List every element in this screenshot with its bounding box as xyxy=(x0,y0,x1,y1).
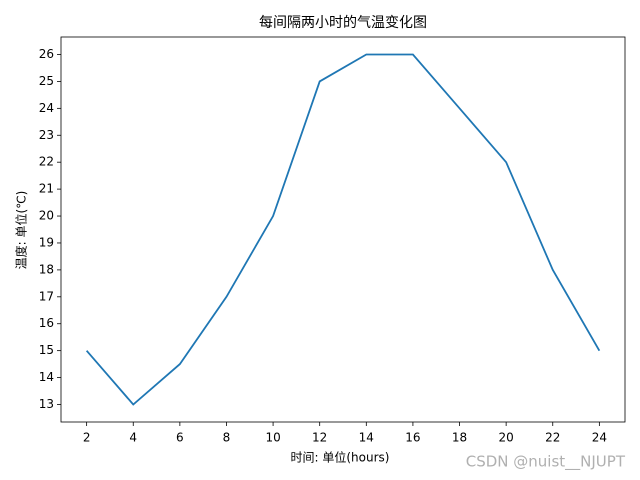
x-tick-label: 14 xyxy=(359,431,374,445)
x-tick-label: 12 xyxy=(312,431,327,445)
y-tick-label: 16 xyxy=(39,316,54,330)
plot-frame xyxy=(60,36,626,423)
x-axis-label: 时间: 单位(hours) xyxy=(291,450,390,465)
x-tick-label: 10 xyxy=(265,431,280,445)
y-tick-label: 17 xyxy=(39,289,54,303)
y-tick-label: 21 xyxy=(39,182,54,196)
y-tick-label: 13 xyxy=(39,397,54,411)
y-axis-label: 温度: 单位(℃) xyxy=(14,191,29,270)
x-tick-label: 24 xyxy=(592,431,607,445)
y-tick-label: 26 xyxy=(39,47,54,61)
x-tick-label: 2 xyxy=(83,431,91,445)
x-tick-label: 20 xyxy=(498,431,513,445)
y-tick-label: 15 xyxy=(39,343,54,357)
y-tick-label: 18 xyxy=(39,262,54,276)
watermark: CSDN @nuist__NJUPT xyxy=(466,453,626,472)
y-tick-label: 24 xyxy=(39,101,54,115)
line-series xyxy=(85,53,601,406)
y-tick-label: 22 xyxy=(39,155,54,169)
x-tick-label: 6 xyxy=(176,431,184,445)
x-tick-label: 4 xyxy=(129,431,137,445)
x-tick-label: 22 xyxy=(545,431,560,445)
x-tick-label: 18 xyxy=(452,431,467,445)
x-tick-label: 16 xyxy=(405,431,420,445)
chart-title: 每间隔两小时的气温变化图 xyxy=(259,15,427,31)
y-tick-label: 25 xyxy=(39,74,54,88)
y-tick-label: 23 xyxy=(39,128,54,142)
y-tick-label: 14 xyxy=(39,370,54,384)
y-tick-label: 20 xyxy=(39,209,54,223)
x-tick-label: 8 xyxy=(223,431,231,445)
y-tick-label: 19 xyxy=(39,235,54,249)
